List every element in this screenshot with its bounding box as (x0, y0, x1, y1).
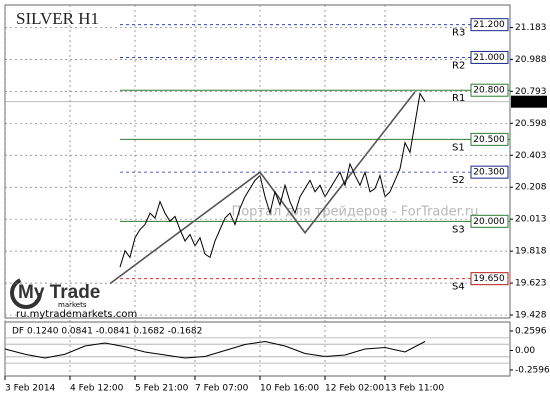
pivot-label: 19.650 (473, 274, 505, 284)
pivot-label: 20.500 (473, 135, 505, 145)
pivot-label: 21.000 (473, 53, 505, 63)
indicator-title: DF 0.1240 0.0841 -0.0841 0.1682 -0.1682 (12, 327, 202, 337)
pivot-label: 20.000 (473, 217, 505, 227)
pivot-label: 20.300 (473, 168, 505, 178)
chart-title: SILVER H1 (16, 9, 99, 28)
logo-sub: markets (58, 301, 87, 309)
y-tick-label: 20.013 (515, 215, 547, 225)
pivot-box (470, 18, 509, 32)
pivot-box (470, 272, 509, 286)
pivot-name: R2 (452, 60, 465, 71)
pivot-name: S4 (452, 282, 465, 293)
pivot-name: R3 (452, 28, 465, 39)
x-tick-label: 4 Feb 12:00 (70, 384, 124, 394)
pivot-box (470, 214, 509, 228)
logo-brand: My Trade (18, 282, 100, 303)
pivot-name: S1 (452, 142, 465, 153)
pivot-name: R1 (452, 93, 465, 104)
x-tick-label: 3 Feb 2014 (5, 384, 56, 394)
pivot-label: 20.800 (473, 86, 505, 96)
zigzag (109, 91, 416, 285)
last-price-box (511, 95, 547, 108)
x-tick-label: 12 Feb 02:00 (325, 384, 384, 394)
x-tick-label: 13 Feb 11:00 (385, 384, 444, 394)
y-tick-label: 20.403 (515, 151, 547, 161)
logo-swoosh (10, 277, 42, 309)
y-tick-label: 20.598 (515, 119, 547, 129)
pivot-box (470, 83, 509, 97)
pivot-name: S2 (452, 175, 465, 186)
x-tick-label: 10 Feb 16:00 (260, 384, 319, 394)
y-tick-label: -0.2596 (515, 365, 550, 375)
pivot-name: S3 (452, 224, 465, 235)
x-tick-label: 7 Feb 07:00 (195, 384, 249, 394)
y-tick-label: 21.183 (515, 23, 547, 33)
y-tick-label: 0.2596 (515, 327, 547, 337)
price-line (119, 92, 426, 268)
pivot-box (470, 50, 509, 64)
y-tick-label: 20.988 (515, 55, 547, 65)
y-tick-label: 19.428 (515, 311, 547, 321)
y-tick-label: 19.818 (515, 247, 547, 257)
pivot-box (470, 132, 509, 146)
y-tick-label: 20.208 (515, 183, 547, 193)
pivot-box (470, 165, 509, 179)
y-tick-label: 19.623 (515, 279, 547, 289)
logo: My Trade markets ru.mytrademarkets.com (10, 277, 137, 320)
last-price-label: 20.730 (514, 97, 546, 107)
pivot-label: 21.200 (473, 20, 505, 30)
y-tick-label: 20.793 (515, 87, 547, 97)
logo-url: ru.mytrademarkets.com (16, 309, 137, 320)
x-tick-label: 5 Feb 21:00 (135, 384, 189, 394)
price-line (4, 340, 426, 359)
y-tick-label: 0.00 (515, 346, 535, 356)
